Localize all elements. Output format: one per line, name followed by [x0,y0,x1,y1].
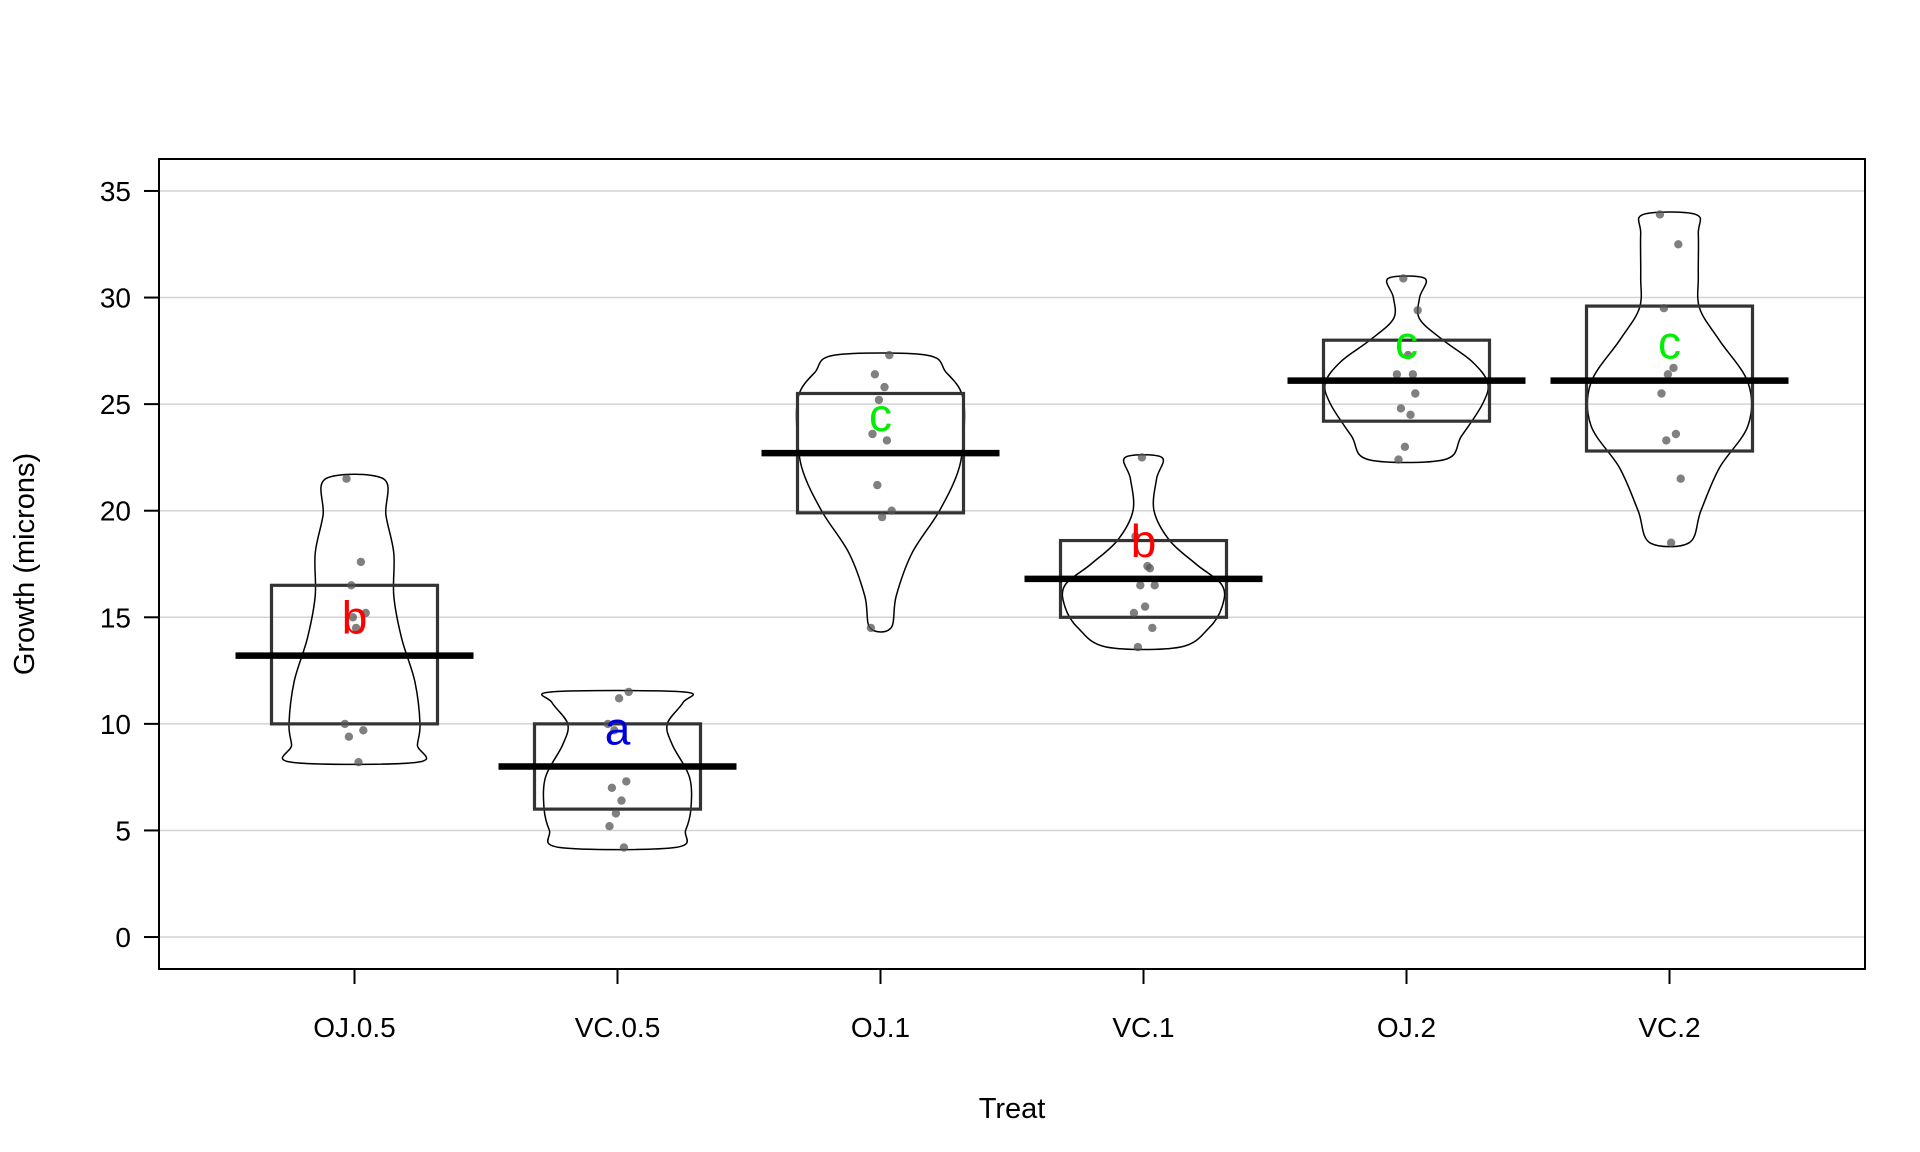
data-point [340,719,350,729]
data-point [1663,370,1673,379]
y-tick-label: 35 [100,176,131,207]
data-point [610,726,619,735]
data-point [1408,370,1418,379]
raw-data-points [340,210,1685,852]
data-point [347,581,356,590]
data-point [1400,442,1410,451]
data-point [1674,240,1683,249]
mean-lines [235,377,1789,770]
data-point [874,395,884,405]
group-letter-VC.2: c [1658,317,1681,369]
data-point [1137,453,1147,462]
data-point [1413,306,1422,315]
y-tick-label: 15 [100,602,131,633]
y-axis-title: Growth (microns) [9,453,41,675]
y-tick-label: 0 [115,922,131,953]
data-point [607,783,617,792]
group-letter-OJ.0.5: b [342,592,368,644]
data-point [1669,363,1678,373]
x-tick-label: OJ.2 [1377,1012,1436,1043]
data-point [1411,389,1420,398]
data-point [359,726,368,735]
x-axis-title: Treat [979,1093,1046,1125]
data-point [611,809,621,818]
data-point [1133,642,1143,652]
group-letter-OJ.2: c [1395,317,1418,369]
data-point [622,777,631,786]
data-point [887,506,896,515]
data-point [1655,210,1665,219]
data-point [605,822,614,831]
data-point [351,623,361,633]
data-point [1129,608,1139,618]
data-point [1662,436,1671,445]
data-point [617,796,626,805]
x-tick-label: VC.2 [1638,1012,1700,1043]
data-point [870,370,880,379]
y-tick-label: 5 [115,815,131,846]
x-tick-label: OJ.1 [851,1012,910,1043]
violin-VC.1 [1061,454,1226,651]
data-point [1403,350,1413,360]
violin-VC.0.5 [540,689,695,851]
data-point [356,557,366,567]
data-point [873,480,882,490]
data-point [1657,389,1666,398]
y-tick-label: 10 [100,709,131,740]
data-point [361,608,370,618]
x-axis: OJ.0.5 VC.0.5 OJ.1 VC.1 OJ.2 VC.2 [313,968,1701,1043]
data-point [354,758,363,767]
data-point [1659,304,1669,313]
gridlines [159,190,1865,938]
data-point [1676,474,1685,483]
data-point [885,350,894,360]
violin-OJ.0.5 [281,473,428,766]
data-point [614,694,624,703]
data-point [1394,455,1403,464]
data-point [603,719,613,729]
group-letter-OJ.1: c [869,389,892,441]
data-point [1396,404,1406,413]
data-point [1399,274,1408,283]
data-point [1140,602,1150,611]
group-letters: b a c b c c [342,317,1681,755]
y-tick-label: 25 [100,389,131,420]
data-point [1671,429,1681,439]
group-letter-VC.1: b [1131,515,1157,567]
data-point [880,382,889,392]
x-tick-label: VC.0.5 [575,1012,661,1043]
data-point [1150,581,1159,590]
data-point [1666,538,1676,547]
data-point [348,613,358,622]
data-point [1131,532,1140,541]
data-point [882,436,892,445]
data-point [1136,581,1145,590]
data-point [624,687,633,697]
data-point [866,623,876,633]
x-tick-label: OJ.0.5 [313,1012,395,1043]
data-point [344,732,354,741]
violin-OJ.1 [795,352,966,633]
data-point [619,843,629,852]
y-tick-label: 30 [100,283,131,314]
data-point [1143,561,1152,571]
data-point [342,474,351,483]
group-letter-VC.0.5: a [605,703,631,755]
x-tick-label: VC.1 [1112,1012,1174,1043]
data-point [868,429,877,439]
data-point [1392,370,1402,379]
data-point [1148,623,1157,633]
y-tick-label: 20 [100,496,131,527]
data-point [877,512,887,522]
data-point [1406,410,1415,419]
y-axis: 0 5 10 15 20 25 30 35 [100,176,159,953]
